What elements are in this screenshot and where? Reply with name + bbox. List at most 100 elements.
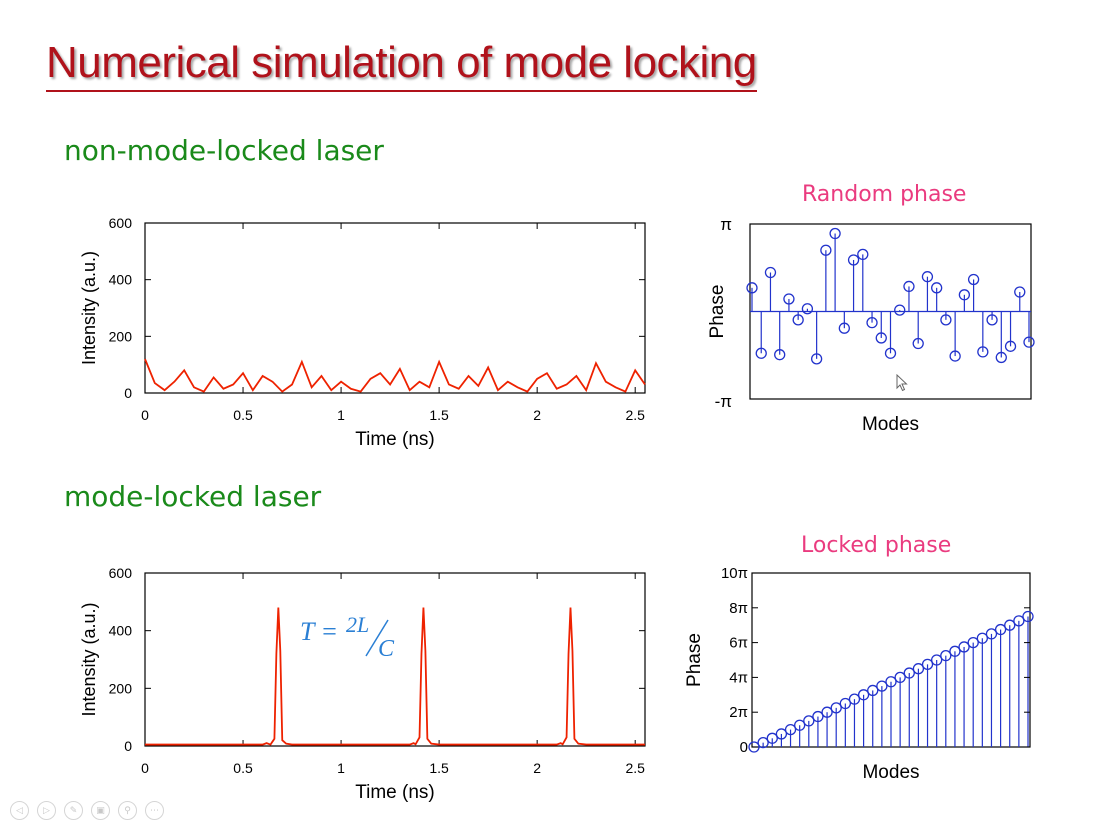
y-tick-label: 600 xyxy=(109,565,133,581)
more-icon[interactable]: ⋯ xyxy=(145,801,164,820)
stem-marker xyxy=(829,227,841,240)
y-tick-label: 4π xyxy=(729,669,748,686)
stem-marker xyxy=(757,737,769,749)
x-tick-label: 2 xyxy=(533,407,541,423)
period-formula-lhs: T = xyxy=(300,617,338,646)
stem-marker xyxy=(995,351,1007,364)
period-formula-slash xyxy=(365,619,389,657)
stem-marker xyxy=(1004,340,1017,352)
intensity-non-locked-group: 0 0.5 1 1.5 2 2.5 0 200 400 600 Time (ns) Intensity… xyxy=(79,215,646,450)
stem-marker xyxy=(803,715,815,727)
y-tick-label: 6π xyxy=(729,635,748,652)
stem-marker xyxy=(940,314,952,326)
plot-frame xyxy=(144,572,646,747)
y-max-label: π xyxy=(720,215,732,234)
stem-marker xyxy=(1013,615,1025,627)
pen-icon[interactable]: ✎ xyxy=(64,801,83,820)
y-axis-label: Phase xyxy=(707,285,728,339)
stem-marker xyxy=(976,632,988,644)
stem-marker xyxy=(875,332,887,344)
stem-marker xyxy=(885,676,897,688)
x-tick-label: 1 xyxy=(337,407,345,423)
x-tick-label: 1.5 xyxy=(429,760,449,776)
period-formula-numerator: 2L xyxy=(346,612,369,637)
phase-locked-group: Modes Phase 0 2π 4π 6π 8π 10π xyxy=(684,565,1034,783)
stem-marker xyxy=(766,732,778,744)
locked-phase-caption: Locked phase xyxy=(801,533,952,558)
stem-marker xyxy=(1004,619,1016,631)
x-axis-label: Time (ns) xyxy=(355,782,435,803)
stem-marker xyxy=(977,346,989,358)
stem-marker xyxy=(931,654,943,666)
stem-marker xyxy=(830,702,842,714)
stem-marker xyxy=(847,254,860,266)
stem-marker xyxy=(912,663,925,675)
stem-marker xyxy=(857,248,869,261)
stem-marker xyxy=(949,645,961,657)
stem-marker xyxy=(792,314,804,326)
stem-marker xyxy=(985,628,998,640)
stem-marker xyxy=(838,322,850,334)
y-min-label: -π xyxy=(715,392,732,411)
zoom-icon[interactable]: ⚲ xyxy=(118,801,137,820)
stem-marker xyxy=(794,719,806,731)
slides-icon[interactable]: ▣ xyxy=(91,801,110,820)
stem-marker xyxy=(857,689,870,701)
previous-icon[interactable]: ◁ xyxy=(10,801,29,820)
x-tick-label: 2 xyxy=(533,760,541,776)
y-tick-label: 8π xyxy=(729,600,748,617)
stem-marker xyxy=(774,349,786,361)
intensity-series-line xyxy=(145,607,645,746)
stem-marker xyxy=(958,289,971,301)
stem-marker xyxy=(940,650,952,662)
stem-marker xyxy=(876,680,888,692)
stem-marker xyxy=(931,282,943,294)
stem-marker xyxy=(986,314,998,326)
y-tick-label: 0 xyxy=(124,738,132,754)
stem-marker xyxy=(921,271,934,283)
stem-marker xyxy=(783,293,795,305)
y-tick-label: 200 xyxy=(109,680,133,696)
stem-marker xyxy=(1023,336,1035,348)
plot-frame xyxy=(144,222,646,394)
slide-toolbar: ◁ ▷ ✎ ▣ ⚲ ⋯ xyxy=(10,801,164,820)
phase-random-group: Modes Phase -π π xyxy=(707,215,1035,435)
y-axis-label: Intensity (a.u.) xyxy=(79,251,99,365)
intensity-series-line xyxy=(144,358,646,393)
mouse-cursor-icon xyxy=(896,373,908,397)
x-tick-label: 2.5 xyxy=(625,760,645,776)
x-axis-label: Modes xyxy=(862,762,919,783)
y-tick-label: 400 xyxy=(109,623,133,639)
x-tick-label: 1.5 xyxy=(429,407,449,423)
stem-marker xyxy=(894,304,906,316)
x-tick-label: 0 xyxy=(141,760,149,776)
y-tick-label: 2π xyxy=(729,704,748,721)
stem-marker xyxy=(994,623,1007,636)
stem-marker xyxy=(755,347,767,359)
x-axis-label: Time (ns) xyxy=(355,429,435,450)
stem-marker xyxy=(801,303,814,315)
y-tick-label: 400 xyxy=(109,272,133,288)
period-formula-denominator: C xyxy=(378,636,395,662)
intensity-locked-group: 0 0.5 1 1.5 2 2.5 0 200 400 600 Time (ns) Intensity… xyxy=(79,565,646,803)
stem-marker xyxy=(967,273,980,286)
stem-marker xyxy=(949,350,961,362)
y-axis-label: Intensity (a.u.) xyxy=(79,602,99,716)
stem-marker xyxy=(921,658,934,670)
stem-marker xyxy=(812,710,824,723)
stem-marker xyxy=(764,266,777,279)
stem-marker xyxy=(867,684,879,697)
stem-marker xyxy=(746,282,758,294)
y-tick-label: 200 xyxy=(109,328,133,344)
stem-marker xyxy=(903,280,915,293)
next-icon[interactable]: ▷ xyxy=(37,801,56,820)
stem-marker xyxy=(820,244,832,256)
stem-marker xyxy=(884,347,897,359)
stem-marker xyxy=(1014,286,1026,298)
stem-marker xyxy=(1022,610,1034,623)
stem-marker xyxy=(821,706,833,718)
random-phase-caption: Random phase xyxy=(802,182,967,207)
stem-marker xyxy=(839,697,851,710)
y-tick-label: 0 xyxy=(740,739,748,756)
